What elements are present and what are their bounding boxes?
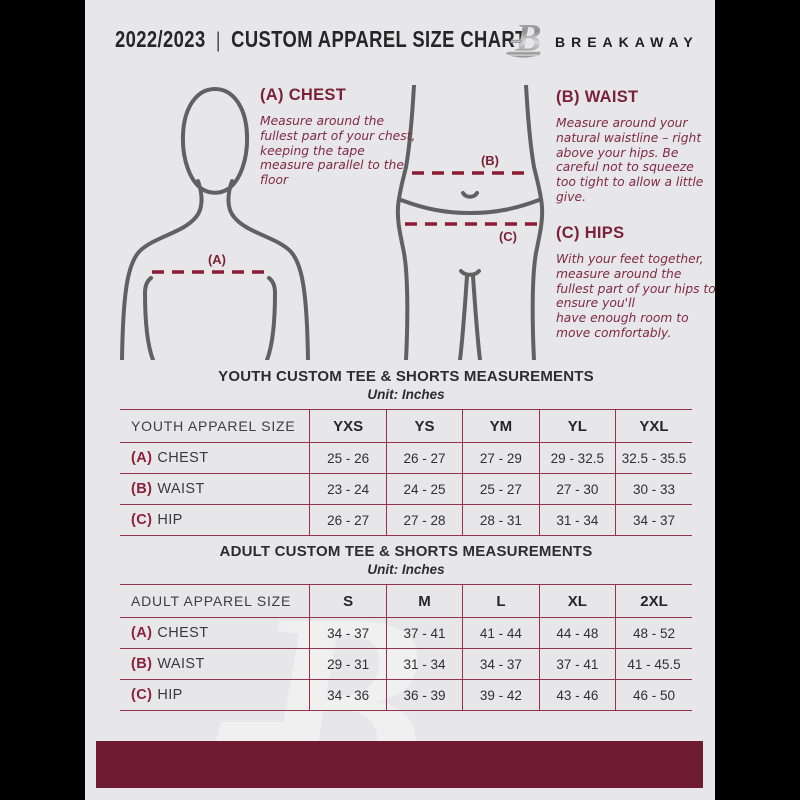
measurement-value-cell: 43 - 46 [538,679,616,711]
row-label-text: HIP [157,512,183,528]
size-column-header: YM [462,409,540,443]
hips-guide-section: (C) HIPS With your feet together, measur… [556,224,715,341]
measurement-value-cell: 23 - 24 [309,473,387,505]
adult-table-title: ADULT CUSTOM TEE & SHORTS MEASUREMENTS [219,543,593,560]
measurement-value-cell: 37 - 41 [385,617,463,649]
size-column-header: XL [538,584,616,618]
row-marker-prefix: (B) [131,481,153,497]
table-row: (A) CHEST 34 - 37 37 - 41 41 - 44 44 - 48 48 -… [120,617,692,649]
measurement-value-cell: 27 - 28 [385,504,463,536]
youth-measurements-section: YOUTH CUSTOM TEE & SHORTS MEASUREMENTS U… [120,368,692,536]
adult-table-unit: Unit: Inches [367,562,445,577]
table-row: (B) WAIST 29 - 31 31 - 34 34 - 37 37 - 41 41 -… [120,648,692,680]
measurement-value-cell: 44 - 48 [538,617,616,649]
measurement-value-cell: 25 - 27 [462,473,540,505]
waist-marker-label: (B) [481,153,499,168]
size-column-header: 2XL [615,584,692,618]
measurement-value-cell: 46 - 50 [615,679,692,711]
footer-accent-bar [96,741,703,788]
measurement-value-cell: 39 - 42 [462,679,540,711]
measurement-value-cell: 34 - 37 [309,617,387,649]
measurement-value-cell: 24 - 25 [385,473,463,505]
measurement-row-label: (B) WAIST [120,648,310,680]
youth-table-title: YOUTH CUSTOM TEE & SHORTS MEASUREMENTS [218,368,594,385]
table-row: (C) HIP 34 - 36 36 - 39 39 - 42 43 - 46 46 - 5… [120,679,692,711]
chest-guide-heading: (A) CHEST [260,86,347,104]
row-label-text: CHEST [157,450,209,466]
table-row: (C) HIP 26 - 27 27 - 28 28 - 31 31 - 34 34 - 3… [120,504,692,536]
torso-figure-diagram: (A) [120,86,310,360]
table-label-column-header: YOUTH APPAREL SIZE [120,409,310,443]
size-column-header: YS [385,409,463,443]
measurement-value-cell: 41 - 45.5 [615,648,692,680]
size-chart-document: B 2022/2023 | CUSTOM APPAREL SIZE CHART B … [85,0,715,800]
waist-guide-text: Measure around your natural waistline – … [556,116,704,204]
measurement-row-label: (A) CHEST [120,442,310,474]
measurement-value-cell: 27 - 29 [462,442,540,474]
chest-guide-section: (A) CHEST Measure around the fullest par… [260,86,422,188]
measurement-value-cell: 31 - 34 [538,504,616,536]
youth-size-table: YOUTH APPAREL SIZE YXS YS YM YL YXL (A) CHEST 25… [120,409,692,536]
row-label-text: WAIST [157,656,205,672]
adult-size-table: ADULT APPAREL SIZE S M L XL 2XL (A) CHEST 34 - 3… [120,584,692,711]
row-label-text: WAIST [157,481,205,497]
waist-guide-section: (B) WAIST Measure around your natural wa… [556,88,714,205]
row-marker-prefix: (A) [131,625,153,641]
hips-guide-heading: (C) HIPS [556,224,625,242]
hips-marker-label: (C) [499,229,517,244]
measurement-value-cell: 34 - 37 [615,504,692,536]
title-text: CUSTOM APPAREL SIZE CHART [231,26,527,52]
youth-table-unit: Unit: Inches [367,387,445,402]
right-black-bar [715,0,800,800]
measurement-value-cell: 37 - 41 [538,648,616,680]
measurement-value-cell: 25 - 26 [309,442,387,474]
measurement-value-cell: 34 - 37 [462,648,540,680]
brand-name: BREAKAWAY [555,34,699,50]
measurement-value-cell: 48 - 52 [615,617,692,649]
row-marker-prefix: (A) [131,450,153,466]
measurement-value-cell: 29 - 32.5 [538,442,616,474]
chest-marker-label: (A) [208,252,226,267]
row-label-text: HIP [157,687,183,703]
row-label-text: CHEST [157,625,209,641]
size-column-header: YXL [615,409,692,443]
measurement-row-label: (B) WAIST [120,473,310,505]
measurement-value-cell: 30 - 33 [615,473,692,505]
title-divider: | [215,29,221,52]
breakaway-logo-icon: B [506,16,541,59]
table-label-column-header: ADULT APPAREL SIZE [120,584,310,618]
size-column-header: YL [538,409,616,443]
measurement-value-cell: 26 - 27 [385,442,463,474]
size-column-header: YXS [309,409,387,443]
adult-measurements-section: ADULT CUSTOM TEE & SHORTS MEASUREMENTS U… [120,543,692,711]
row-marker-prefix: (C) [131,687,153,703]
table-row: (B) WAIST 23 - 24 24 - 25 25 - 27 27 - 30 30 -… [120,473,692,505]
measurement-row-label: (C) HIP [120,504,310,536]
size-column-header: L [462,584,540,618]
measurement-value-cell: 32.5 - 35.5 [615,442,692,474]
measurement-value-cell: 29 - 31 [309,648,387,680]
table-row: (A) CHEST 25 - 26 26 - 27 27 - 29 29 - 32.5 32… [120,442,692,474]
measurement-value-cell: 27 - 30 [538,473,616,505]
row-marker-prefix: (B) [131,656,153,672]
measurement-value-cell: 34 - 36 [309,679,387,711]
hips-guide-text: With your feet together, measure around … [556,252,715,340]
left-black-bar [0,0,85,800]
size-column-header: M [385,584,463,618]
chest-guide-text: Measure around the fullest part of your … [260,114,416,187]
title-year: 2022/2023 [115,26,206,52]
measurement-row-label: (C) HIP [120,679,310,711]
document-title: 2022/2023 | CUSTOM APPAREL SIZE CHART [115,26,527,53]
measurement-row-label: (A) CHEST [120,617,310,649]
hips-figure-diagram: (B) (C) [395,85,545,360]
row-marker-prefix: (C) [131,512,153,528]
measurement-value-cell: 28 - 31 [462,504,540,536]
measurement-value-cell: 41 - 44 [462,617,540,649]
measurement-value-cell: 31 - 34 [385,648,463,680]
measurement-value-cell: 26 - 27 [309,504,387,536]
size-column-header: S [309,584,387,618]
measurement-value-cell: 36 - 39 [385,679,463,711]
waist-guide-heading: (B) WAIST [556,88,639,106]
